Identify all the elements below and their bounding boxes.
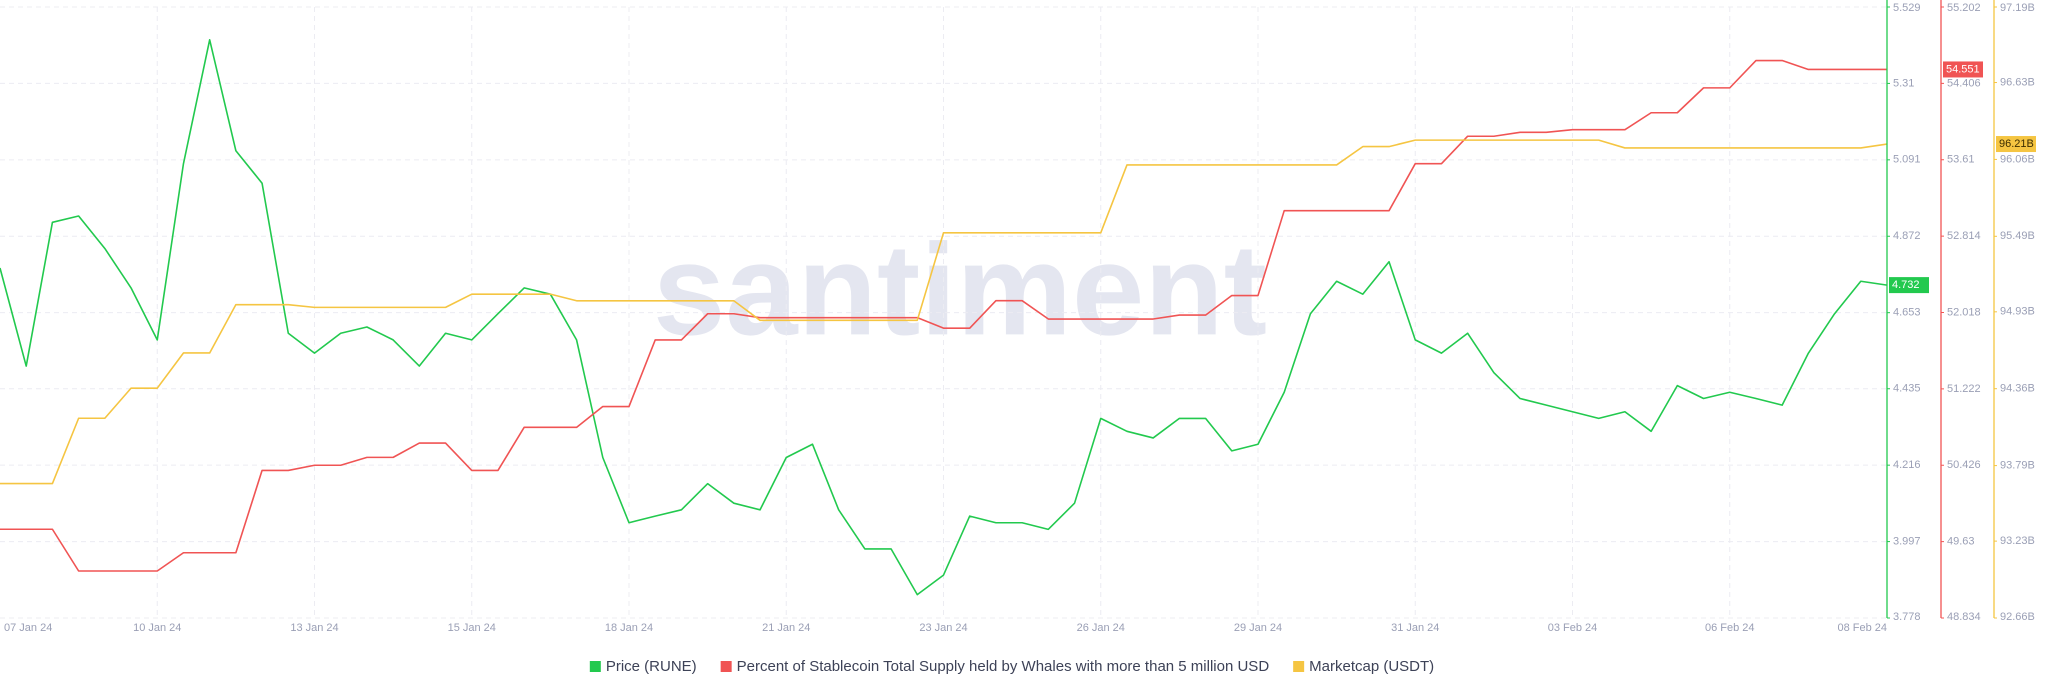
x-tick-label: 07 Jan 24: [4, 622, 52, 634]
x-tick-label: 26 Jan 24: [1077, 622, 1125, 634]
y-tick-label: 94.93B: [2000, 306, 2035, 318]
x-tick-label: 29 Jan 24: [1234, 622, 1282, 634]
legend-swatch: [720, 661, 732, 672]
y-tick-label: 92.66B: [2000, 611, 2035, 623]
y-tick-label: 4.872: [1893, 230, 1921, 242]
y-tick-label: 52.814: [1947, 230, 1981, 242]
x-tick-label: 13 Jan 24: [290, 622, 338, 634]
series-line: [0, 39, 1888, 596]
y-tick-label: 55.202: [1947, 2, 1981, 14]
y-tick-label: 93.23B: [2000, 535, 2035, 547]
y-tick-label: 5.091: [1893, 154, 1921, 166]
last-value-badge: [1996, 136, 2036, 153]
y-tick-label: 96.06B: [2000, 153, 2035, 165]
y-tick-label: 3.997: [1893, 535, 1921, 547]
x-tick-label: 15 Jan 24: [448, 622, 496, 634]
x-tick-label: 23 Jan 24: [919, 622, 967, 634]
last-value-badge: [1943, 61, 1983, 78]
y-tick-label: 4.435: [1893, 383, 1921, 395]
y-tick-label: 93.79B: [2000, 459, 2035, 471]
legend-label: Price (RUNE): [606, 658, 697, 675]
x-tick-label: 03 Feb 24: [1548, 622, 1598, 634]
x-tick-label: 21 Jan 24: [762, 622, 810, 634]
legend-swatch: [1293, 661, 1305, 672]
y-tick-label: 5.31: [1893, 77, 1914, 89]
x-tick-label: 08 Feb 24: [1837, 622, 1887, 634]
y-tick-label: 49.63: [1947, 536, 1975, 548]
legend-label: Percent of Stablecoin Total Supply held …: [737, 658, 1270, 675]
x-tick-label: 18 Jan 24: [605, 622, 653, 634]
legend: Price (RUNE) Percent of Stablecoin Total …: [589, 658, 1434, 675]
legend-swatch: [589, 661, 601, 672]
y-tick-label: 54.406: [1947, 77, 1981, 89]
y-tick-label: 94.36B: [2000, 383, 2035, 395]
y-tick-label: 96.63B: [2000, 76, 2035, 88]
axes: 07 Jan 24 10 Jan 24 13 Jan 24 15 Jan 24 18 J…: [4, 0, 2036, 634]
y-tick-label: 48.834: [1947, 611, 1981, 623]
x-tick-label: 31 Jan 24: [1391, 622, 1439, 634]
y-tick-label: 97.19B: [2000, 2, 2035, 14]
y-tick-label: 51.222: [1947, 383, 1981, 395]
watermark: santiment: [653, 216, 1267, 362]
y-tick-label: 5.529: [1893, 2, 1921, 14]
y-tick-label: 53.61: [1947, 154, 1975, 166]
y-tick-label: 3.778: [1893, 611, 1921, 623]
y-tick-label: 52.018: [1947, 306, 1981, 318]
series-line: [0, 139, 1888, 485]
lines: [0, 39, 1888, 596]
legend-label: Marketcap (USDT): [1309, 658, 1434, 675]
grid: [0, 6, 1887, 619]
last-value-label: 54.551: [1946, 63, 1980, 75]
last-value-label: 4.732: [1892, 279, 1920, 291]
y-tick-label: 4.216: [1893, 459, 1921, 471]
x-tick-label: 10 Jan 24: [133, 622, 181, 634]
last-value-badge: [1889, 277, 1929, 294]
last-value-label: 96.21B: [1999, 138, 2034, 150]
y-tick-label: 95.49B: [2000, 230, 2035, 242]
y-tick-label: 50.426: [1947, 459, 1981, 471]
y-tick-label: 4.653: [1893, 307, 1921, 319]
x-tick-label: 06 Feb 24: [1705, 622, 1755, 634]
series-line: [0, 59, 1887, 572]
